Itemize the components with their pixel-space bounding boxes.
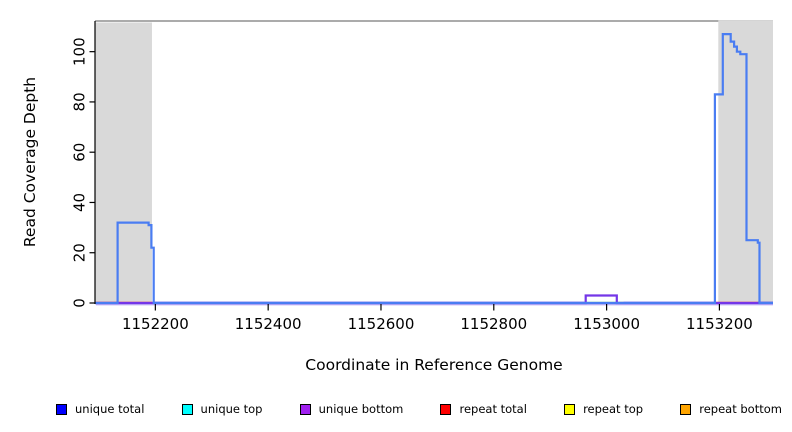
coverage-chart: 0 20 40 60 80 100 1152200 1152400 1152600 1152800… [71,20,773,333]
x-tick-label: 1152400 [235,315,302,333]
legend-item: unique top [181,402,263,416]
legend-item: unique bottom [299,402,404,416]
legend-item: unique total [56,402,144,416]
x-tick-label: 1152200 [122,315,189,333]
y-tick-label: 60 [71,143,89,162]
legend-swatch [440,403,452,415]
x-tick-label: 1152600 [348,315,415,333]
y-axis-title: Read Coverage Depth [21,76,39,248]
series-unique-total-line [95,33,773,305]
legend-item-label: unique bottom [318,402,404,416]
x-tick-label: 1153200 [686,315,753,333]
y-tick-label: 0 [71,298,89,308]
legend-item: repeat top [564,402,643,416]
legend-item: repeat total [440,402,527,416]
y-tick-label: 20 [71,243,89,262]
y-tick-label: 40 [71,193,89,212]
legend-item-label: repeat total [459,402,527,416]
y-tick-label: 100 [71,37,89,66]
legend-swatch [299,403,311,415]
legend-swatch [181,403,193,415]
legend-item-label: unique total [75,402,145,416]
legend-swatch [56,403,67,415]
x-axis-title: Coordinate in Reference Genome [305,356,563,374]
legend-item: repeat bottom [680,402,782,416]
x-tick-label: 1152800 [460,315,527,333]
y-tick-label: 80 [71,92,89,111]
legend-item-label: unique top [200,402,263,416]
legend-item-label: repeat bottom [699,402,782,416]
legend-item-label: repeat top [583,402,644,416]
legend: unique total unique top unique bottom repea… [0,396,792,422]
legend-swatch [680,403,692,415]
shaded-region-left [95,22,152,303]
x-tick-label: 1153000 [573,315,640,333]
legend-swatch [564,403,576,415]
